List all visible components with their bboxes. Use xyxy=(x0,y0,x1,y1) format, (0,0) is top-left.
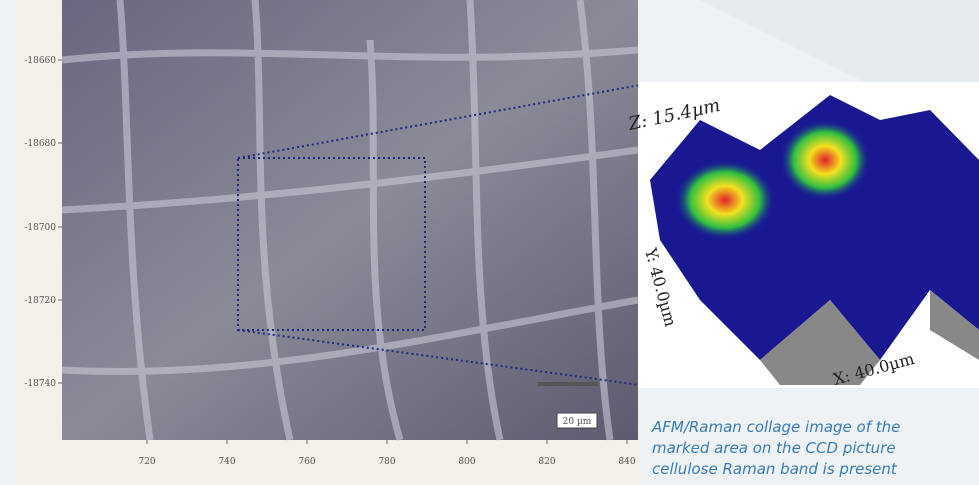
selection-box xyxy=(237,157,426,331)
scale-bar xyxy=(538,382,598,386)
x-tick-label: 720 xyxy=(138,457,155,467)
x-tick-label: 740 xyxy=(218,457,235,467)
x-tick-label: 780 xyxy=(378,457,395,467)
y-tick-label: -18740 xyxy=(24,379,56,389)
y-tick-label: -18720 xyxy=(24,296,56,306)
x-tick-label: 760 xyxy=(298,457,315,467)
y-tick-label: -18700 xyxy=(24,223,56,233)
cell-walls xyxy=(61,0,639,441)
y-tick-label: -18680 xyxy=(24,139,56,149)
x-tick-label: 840 xyxy=(618,457,635,467)
axes: -18660 -18680 -18700 -18720 -18740 720 740 760 7… xyxy=(24,56,636,467)
afm-base xyxy=(930,290,979,360)
y-tick-label: -18660 xyxy=(24,56,56,66)
afm-peak xyxy=(675,160,775,240)
afm-base xyxy=(760,300,880,385)
ccd-image xyxy=(62,0,638,440)
afm-peak xyxy=(780,120,870,200)
x-tick-label: 800 xyxy=(458,457,475,467)
caption-line: cellulose Raman band is present xyxy=(652,460,897,478)
caption-line: marked area on the CCD picture xyxy=(652,439,896,457)
x-tick-label: 820 xyxy=(538,457,555,467)
caption-line: AFM/Raman collage image of the xyxy=(652,418,901,436)
scale-bar-label: 20 µm xyxy=(563,417,592,427)
scale-bar-box xyxy=(556,412,598,429)
zoom-line xyxy=(237,84,641,159)
